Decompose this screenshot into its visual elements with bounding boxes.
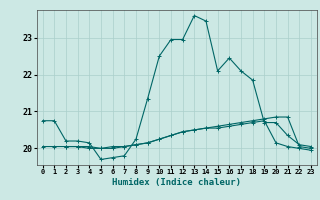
X-axis label: Humidex (Indice chaleur): Humidex (Indice chaleur) [112, 178, 241, 187]
